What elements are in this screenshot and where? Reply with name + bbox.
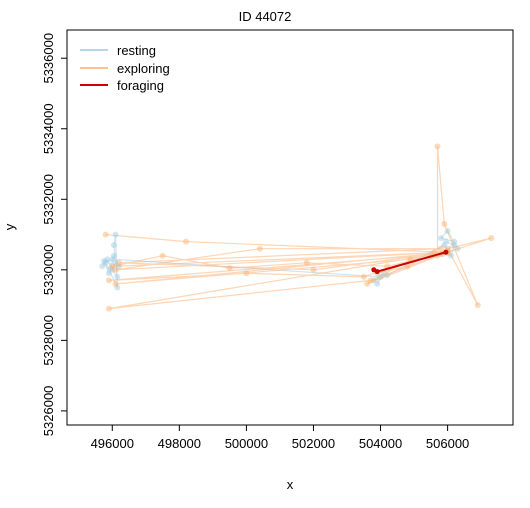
data-point-resting	[109, 266, 116, 273]
chart-title: ID 44072	[239, 9, 292, 24]
data-point-exploring	[431, 249, 438, 256]
data-point-exploring	[310, 266, 317, 273]
series-line-resting	[101, 229, 459, 288]
axis-layer: 496000 498000 500000 502000 504000 506000 5326…	[41, 29, 514, 451]
data-point-exploring	[256, 245, 263, 252]
x-axis-label: x	[287, 477, 294, 492]
data-point-resting	[112, 259, 119, 266]
data-point-resting	[104, 256, 111, 263]
x-tick-label: 496000	[91, 436, 134, 451]
series-layer	[99, 143, 495, 312]
data-point-resting	[107, 265, 114, 272]
data-point-resting	[105, 270, 112, 277]
y-tick-label: 5332000	[41, 174, 56, 225]
data-point-resting	[114, 284, 121, 291]
data-point-exploring	[102, 231, 109, 238]
data-point-exploring	[303, 259, 310, 266]
data-point-exploring	[159, 252, 166, 259]
data-point-resting	[437, 235, 444, 242]
data-point-exploring	[183, 238, 189, 245]
data-point-exploring	[243, 270, 250, 277]
legend-label-exploring: exploring	[117, 61, 170, 76]
x-tick-label: 502000	[292, 436, 335, 451]
legend-label-resting: resting	[117, 43, 156, 58]
data-point-exploring	[112, 266, 119, 273]
series-resting	[99, 228, 461, 291]
y-tick-label: 5326000	[41, 386, 56, 437]
data-point-resting	[110, 252, 117, 259]
data-point-resting	[110, 242, 117, 249]
data-point-exploring	[437, 245, 444, 252]
data-point-resting	[109, 256, 116, 263]
legend: resting exploring foraging	[80, 43, 170, 93]
x-tick-label: 506000	[426, 436, 469, 451]
data-point-exploring	[226, 265, 233, 272]
data-point-foraging	[443, 249, 449, 255]
data-point-exploring	[105, 305, 112, 312]
x-tick-label: 498000	[158, 436, 201, 451]
data-point-exploring	[364, 280, 371, 287]
data-point-resting	[102, 259, 109, 266]
data-point-exploring	[434, 143, 441, 150]
legend-label-foraging: foraging	[117, 78, 164, 93]
data-point-exploring	[105, 277, 112, 284]
data-point-resting	[374, 280, 381, 287]
data-point-exploring	[474, 302, 481, 309]
data-point-resting	[99, 263, 106, 270]
data-point-exploring	[367, 277, 374, 284]
data-point-resting	[114, 273, 121, 280]
data-point-resting	[112, 231, 119, 238]
series-line-exploring	[105, 146, 492, 310]
data-point-resting	[442, 238, 449, 245]
y-tick-label: 5328000	[41, 315, 56, 366]
data-point-resting	[441, 242, 448, 249]
y-tick-label: 5330000	[41, 245, 56, 296]
series-foraging	[371, 249, 449, 275]
data-point-foraging	[374, 269, 380, 275]
y-tick-label: 5336000	[41, 33, 56, 84]
x-tick-label: 500000	[225, 436, 268, 451]
data-point-exploring	[441, 221, 448, 227]
data-point-exploring	[109, 263, 116, 270]
data-point-resting	[100, 258, 107, 264]
series-exploring	[102, 143, 495, 312]
data-point-exploring	[116, 259, 122, 266]
data-point-exploring	[404, 263, 411, 270]
y-axis-label: y	[2, 223, 17, 230]
x-tick-label: 504000	[359, 436, 402, 451]
data-point-exploring	[360, 273, 367, 280]
data-point-exploring	[112, 280, 119, 287]
y-tick-label: 5334000	[41, 103, 56, 154]
data-point-exploring	[488, 235, 495, 242]
